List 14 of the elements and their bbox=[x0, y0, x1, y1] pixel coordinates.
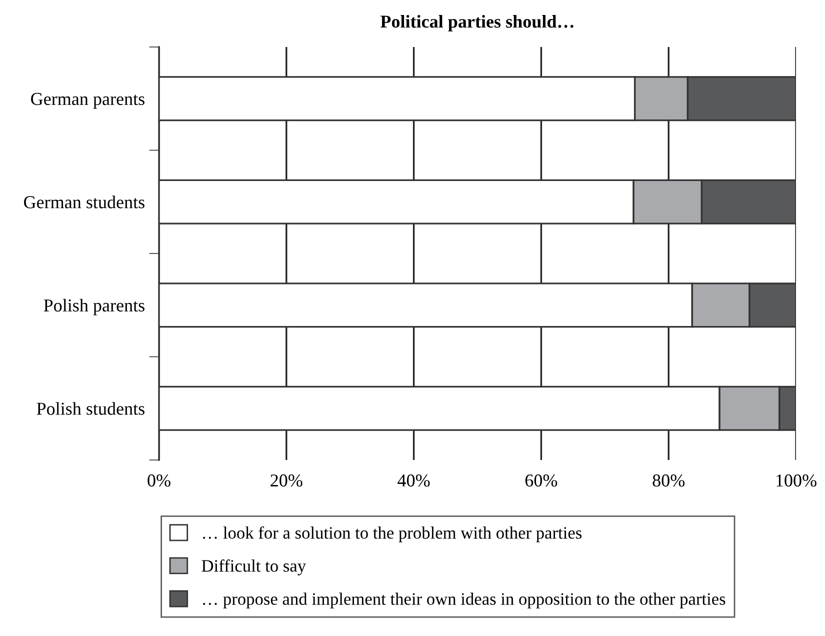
x-tick-label: 80% bbox=[652, 474, 685, 487]
y-tick-label: Polish students bbox=[36, 402, 144, 415]
x-tick-label: 60% bbox=[525, 474, 558, 487]
legend-label: … propose and implement their own ideas in opposition to the other parties bbox=[203, 592, 726, 608]
x-tick-label: 40% bbox=[398, 474, 430, 487]
legend-label: … look for a solution to the problem with other parties bbox=[203, 526, 582, 542]
x-tick-label: 20% bbox=[270, 474, 302, 487]
x-tick-label: 100% bbox=[776, 474, 816, 487]
legend-label: Difficult to say bbox=[202, 559, 306, 576]
y-tick-label: German students bbox=[24, 196, 144, 208]
chart-title: Political parties should… bbox=[380, 15, 574, 32]
x-tick-label: 0% bbox=[148, 474, 170, 487]
y-tick-label: German parents bbox=[31, 92, 144, 109]
y-tick-label: Polish parents bbox=[44, 298, 144, 316]
